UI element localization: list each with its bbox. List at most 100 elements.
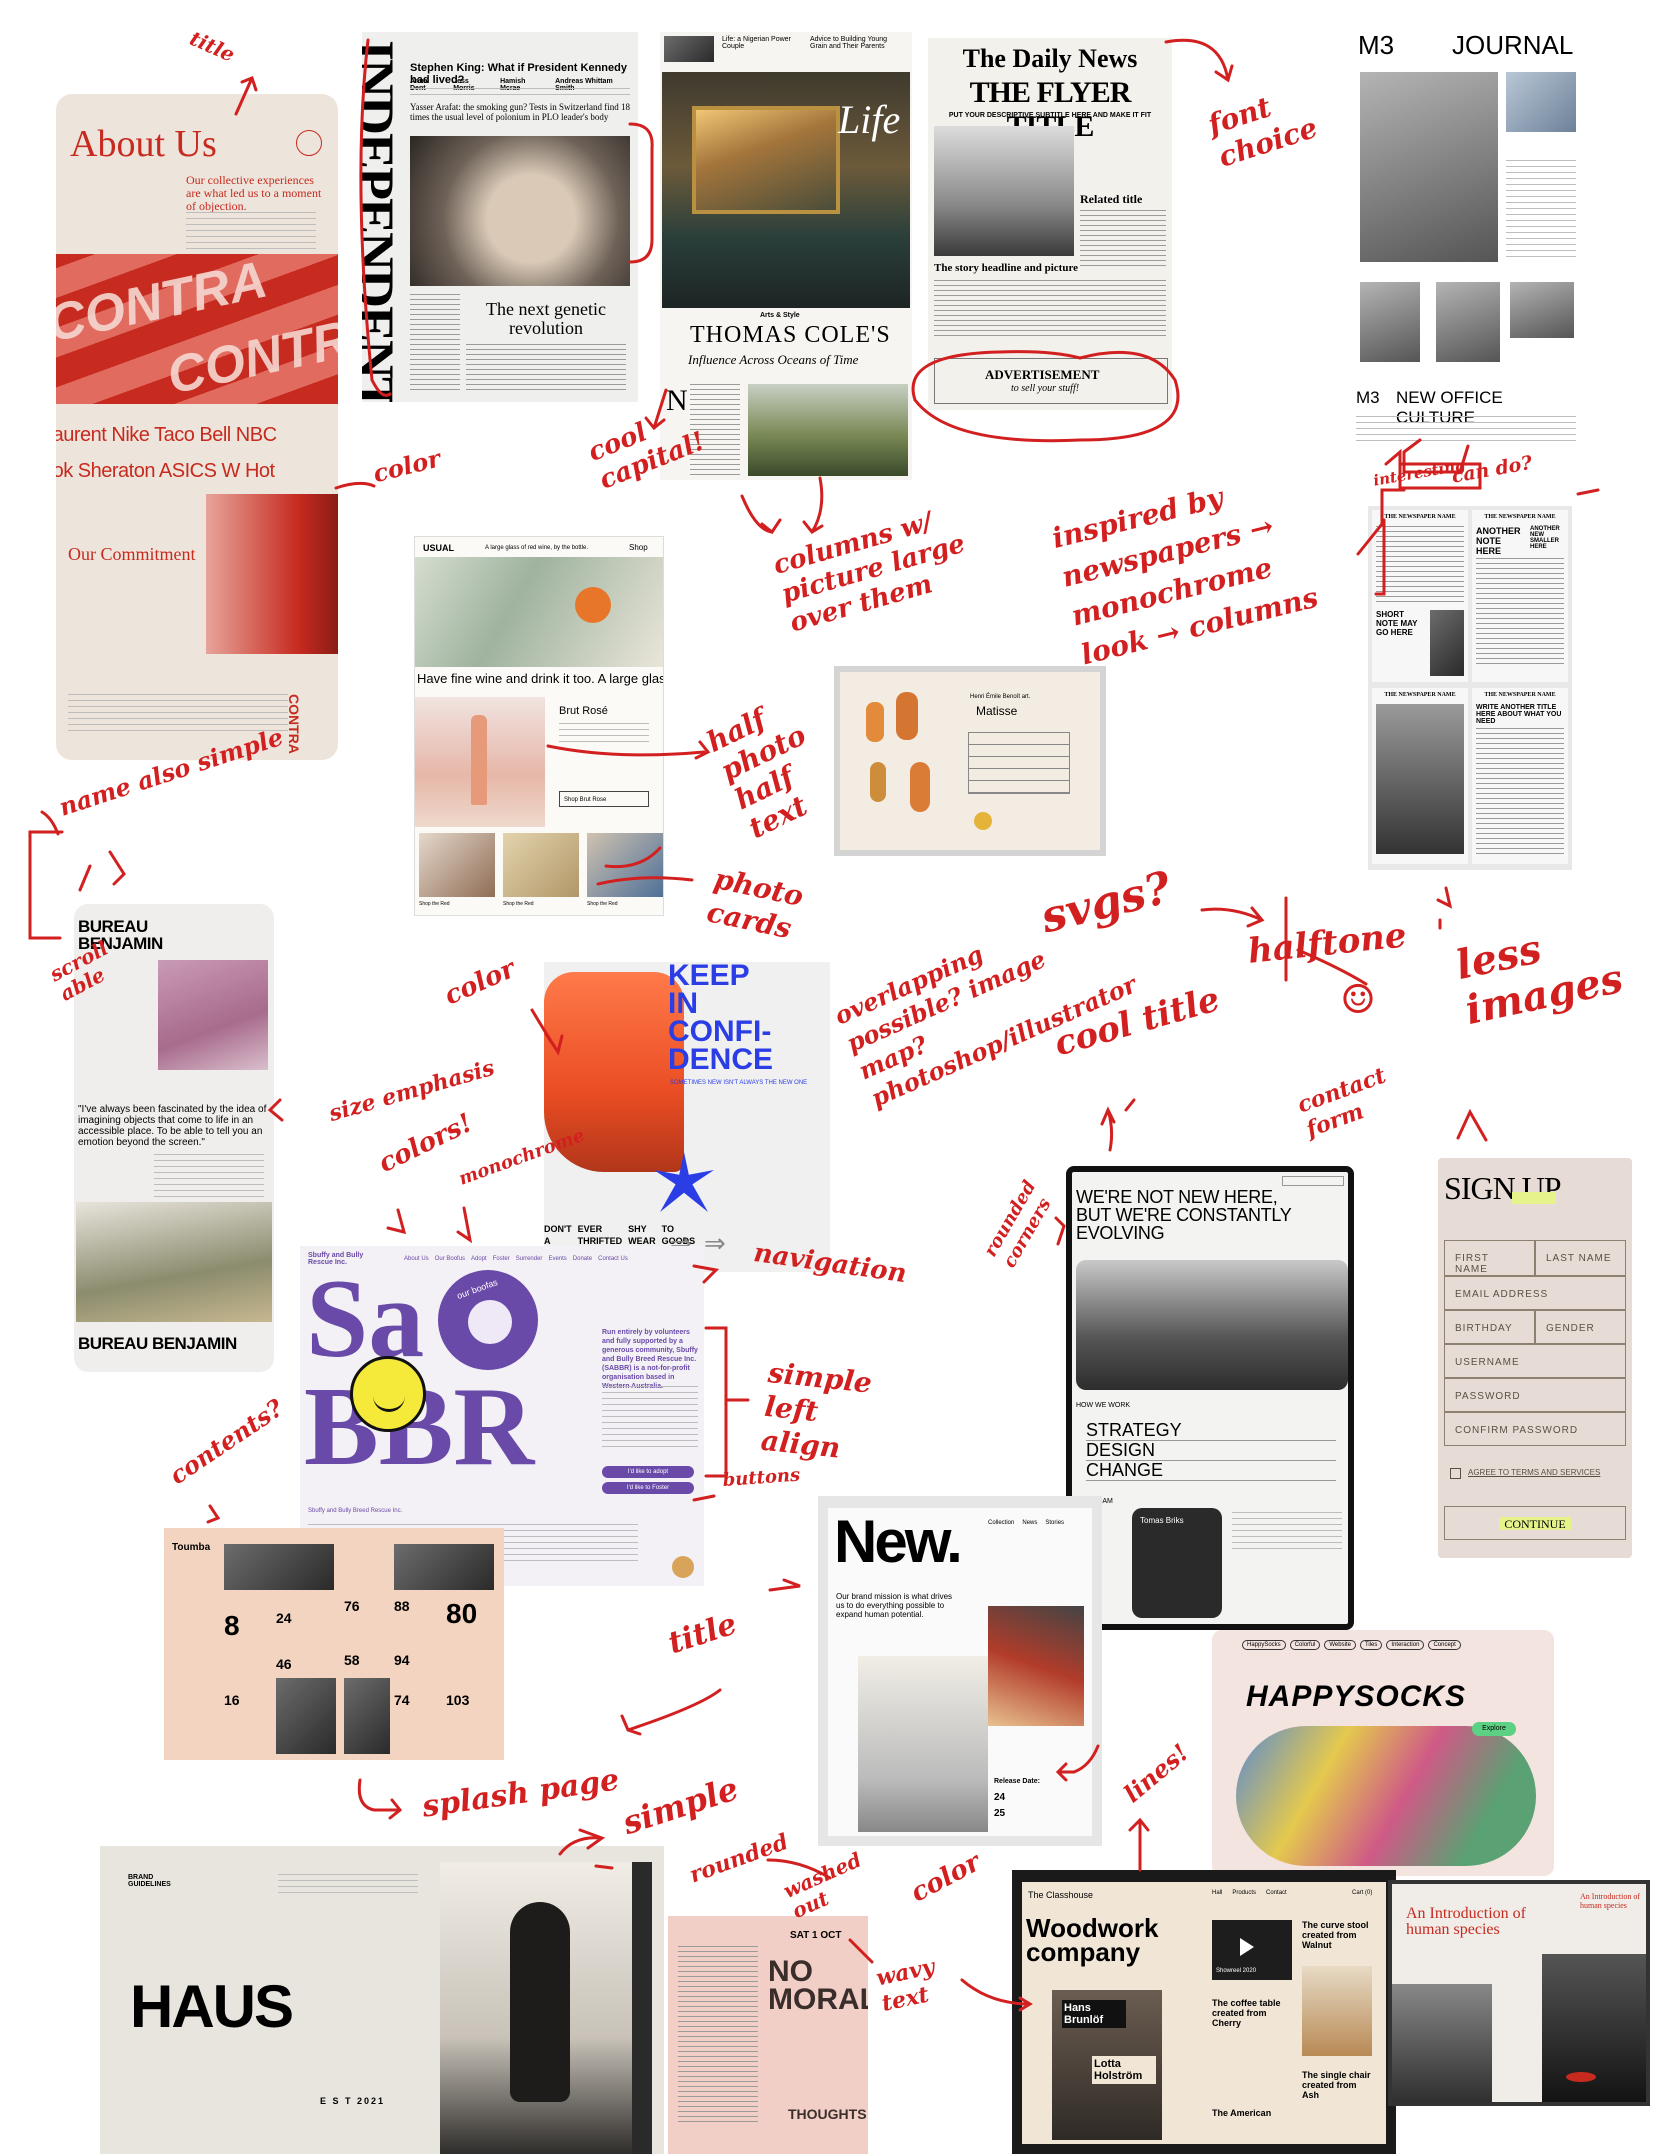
showreel-card[interactable]: Showreel 2020: [1212, 1920, 1292, 1980]
no-morals-poster: SAT 1 OCT NO MORALS THOUGHTS: [668, 1916, 868, 2154]
designer-name-2: Lotta Holström: [1092, 2056, 1156, 2084]
figure-2: [896, 692, 918, 740]
note-rounded: rounded: [686, 1828, 792, 1889]
masthead: The Daily News: [962, 44, 1138, 73]
sun-smiley-icon: [350, 1356, 426, 1432]
flyer-subtitle: PUT YOUR DESCRIPTIVE SUBTITLE HERE AND M…: [948, 112, 1152, 119]
footer-logo: M3: [1356, 388, 1380, 407]
team-card[interactable]: Tomas Briks: [1132, 1508, 1222, 1618]
note-halftone: halftone: [1246, 915, 1409, 972]
explore-button[interactable]: Explore: [1472, 1722, 1516, 1736]
paper-name: THE NEWSPAPER NAME: [1484, 514, 1556, 520]
last-name-field[interactable]: LAST NAME: [1535, 1240, 1626, 1276]
service-strategy[interactable]: STRATEGY: [1086, 1420, 1336, 1441]
arafat-photo: [410, 136, 630, 286]
grid-photo-1: [1360, 282, 1420, 362]
birthday-field[interactable]: BIRTHDAY: [1444, 1310, 1535, 1344]
first-name-field[interactable]: FIRST NAME: [1444, 1240, 1535, 1276]
independent-newspaper: INDEPENDENT Stephen King: What if Presid…: [362, 32, 638, 402]
happysocks-site: HappySocks Colorful Website Tiles Intera…: [1212, 1630, 1554, 1876]
note-buttons: buttons: [722, 1464, 801, 1491]
intro-title: An Introduction of human species: [1406, 1905, 1526, 1938]
card-button-2[interactable]: Shop the Red: [503, 901, 534, 907]
note-navigation: navigation: [751, 1238, 909, 1290]
product-2[interactable]: The coffee table created from Cherry: [1212, 1998, 1281, 2028]
arrow-right-icon[interactable]: ⇒: [704, 1228, 726, 1258]
confirm-password-field[interactable]: CONFIRM PASSWORD: [1444, 1412, 1626, 1446]
clients-row-2: ook Sheraton ASICS W Hot: [56, 460, 275, 482]
note-lines: lines!: [1118, 1737, 1195, 1809]
advertisement-box: ADVERTISEMENT to sell your stuff!: [934, 358, 1168, 404]
artist-name: Matisse: [976, 704, 1018, 718]
cart-link[interactable]: Cart (0): [1352, 1890, 1373, 1896]
main-nav: About Us Our Boofus Adopt Foster Surrend…: [404, 1256, 628, 1262]
photo-card-2[interactable]: [503, 833, 579, 897]
note-svgs: svgs?: [1036, 862, 1177, 944]
dog-avatar: [672, 1556, 694, 1578]
text-lines: [1506, 160, 1576, 260]
note-rounded-corners: rounded corners: [980, 1176, 1056, 1272]
human-species-site: An Introduction of human species An Intr…: [1388, 1880, 1650, 2106]
big-title: New.: [834, 1508, 963, 1575]
card-button-3[interactable]: Shop the Red: [587, 901, 618, 907]
note-wavy-text: wavy text: [874, 1953, 937, 2017]
red-stool-icon: [1566, 2072, 1596, 2082]
toumba-splash: Toumba 8 24 76 88 80 46 58 94 16 74 103: [164, 1528, 504, 1760]
username-field[interactable]: USERNAME: [1444, 1344, 1626, 1378]
chair-photo: [1302, 1966, 1372, 2056]
play-icon[interactable]: [1240, 1938, 1254, 1956]
note-splash-page: splash page: [420, 1762, 622, 1825]
product-3[interactable]: The single chair created from Ash: [1302, 2070, 1371, 2100]
service-design[interactable]: DESIGN: [1086, 1440, 1336, 1461]
logo-circle-icon: [296, 130, 322, 156]
haus-brand-guidelines: BRAND GUIDELINES HAUS E S T 2021: [100, 1846, 664, 2154]
painting-frame: [692, 106, 840, 214]
skyline-photo: [934, 126, 1074, 256]
new-brand-site: New. Collection News Stories Our brand m…: [818, 1496, 1102, 1846]
office-photo[interactable]: [1076, 1260, 1348, 1390]
foster-button[interactable]: I'd like to Foster: [602, 1482, 694, 1494]
photo-card-3[interactable]: [587, 833, 663, 897]
column: [1476, 558, 1564, 668]
date-2: 25: [994, 1808, 1006, 1819]
studio-name-bottom: BUREAU BENJAMIN: [78, 1334, 237, 1353]
brand-logo: USUAL: [423, 543, 454, 553]
password-field[interactable]: PASSWORD: [1444, 1378, 1626, 1412]
nav-pills: [1282, 1176, 1344, 1186]
adopt-button[interactable]: I'd like to adopt: [602, 1466, 694, 1478]
footer-links: [68, 694, 288, 734]
product-1[interactable]: The curve stool created from Walnut: [1302, 1920, 1369, 1950]
gallery-photo: Life: [662, 72, 910, 308]
product-photo: [415, 697, 545, 827]
dog-face-icon: [468, 1300, 512, 1344]
note-title-2: title: [664, 1606, 742, 1662]
column: [678, 1946, 758, 2126]
card-button-1[interactable]: Shop the Red: [419, 901, 450, 907]
page-1: THE NEWSPAPER NAME SHORT NOTE MAY GO HER…: [1372, 510, 1468, 682]
email-field[interactable]: EMAIL ADDRESS: [1444, 1276, 1626, 1310]
service-change[interactable]: CHANGE: [1086, 1460, 1336, 1481]
how-we-work: HOW WE WORK: [1076, 1402, 1131, 1409]
note-simple-left-align: simple left align: [759, 1356, 874, 1465]
gender-field[interactable]: GENDER: [1535, 1310, 1626, 1344]
continue-button[interactable]: CONTINUE: [1444, 1506, 1626, 1540]
byline-lines: [410, 88, 630, 98]
body-text: [602, 1386, 698, 1452]
figure-4: [910, 762, 930, 812]
boy-photo: [858, 1656, 988, 1832]
note-size-emphasis: size emphasis: [326, 1054, 498, 1127]
shop-link[interactable]: Shop: [629, 543, 648, 552]
photo-card-1[interactable]: [419, 833, 495, 897]
usual-wine-site: USUAL A large glass of red wine, by the …: [414, 536, 664, 916]
terms-checkbox[interactable]: [1450, 1468, 1461, 1479]
portrait-photo: [1360, 72, 1498, 262]
note-font-choice: font choice: [1204, 90, 1322, 174]
ad-subtitle: to sell your stuff!: [1011, 383, 1080, 394]
side-text: THOUGHTS: [788, 2106, 867, 2122]
boofas-badge: our boofas: [438, 1270, 538, 1370]
bureau-benjamin: BUREAU BENJAMIN "I've always been fascin…: [74, 904, 274, 1372]
team-member-name: Tomas Briks: [1140, 1516, 1184, 1525]
shop-product-button[interactable]: Shop Brut Rose: [559, 791, 649, 807]
headline-king: Stephen King: What if President Kennedy …: [410, 62, 627, 86]
figure-3: [870, 762, 886, 802]
